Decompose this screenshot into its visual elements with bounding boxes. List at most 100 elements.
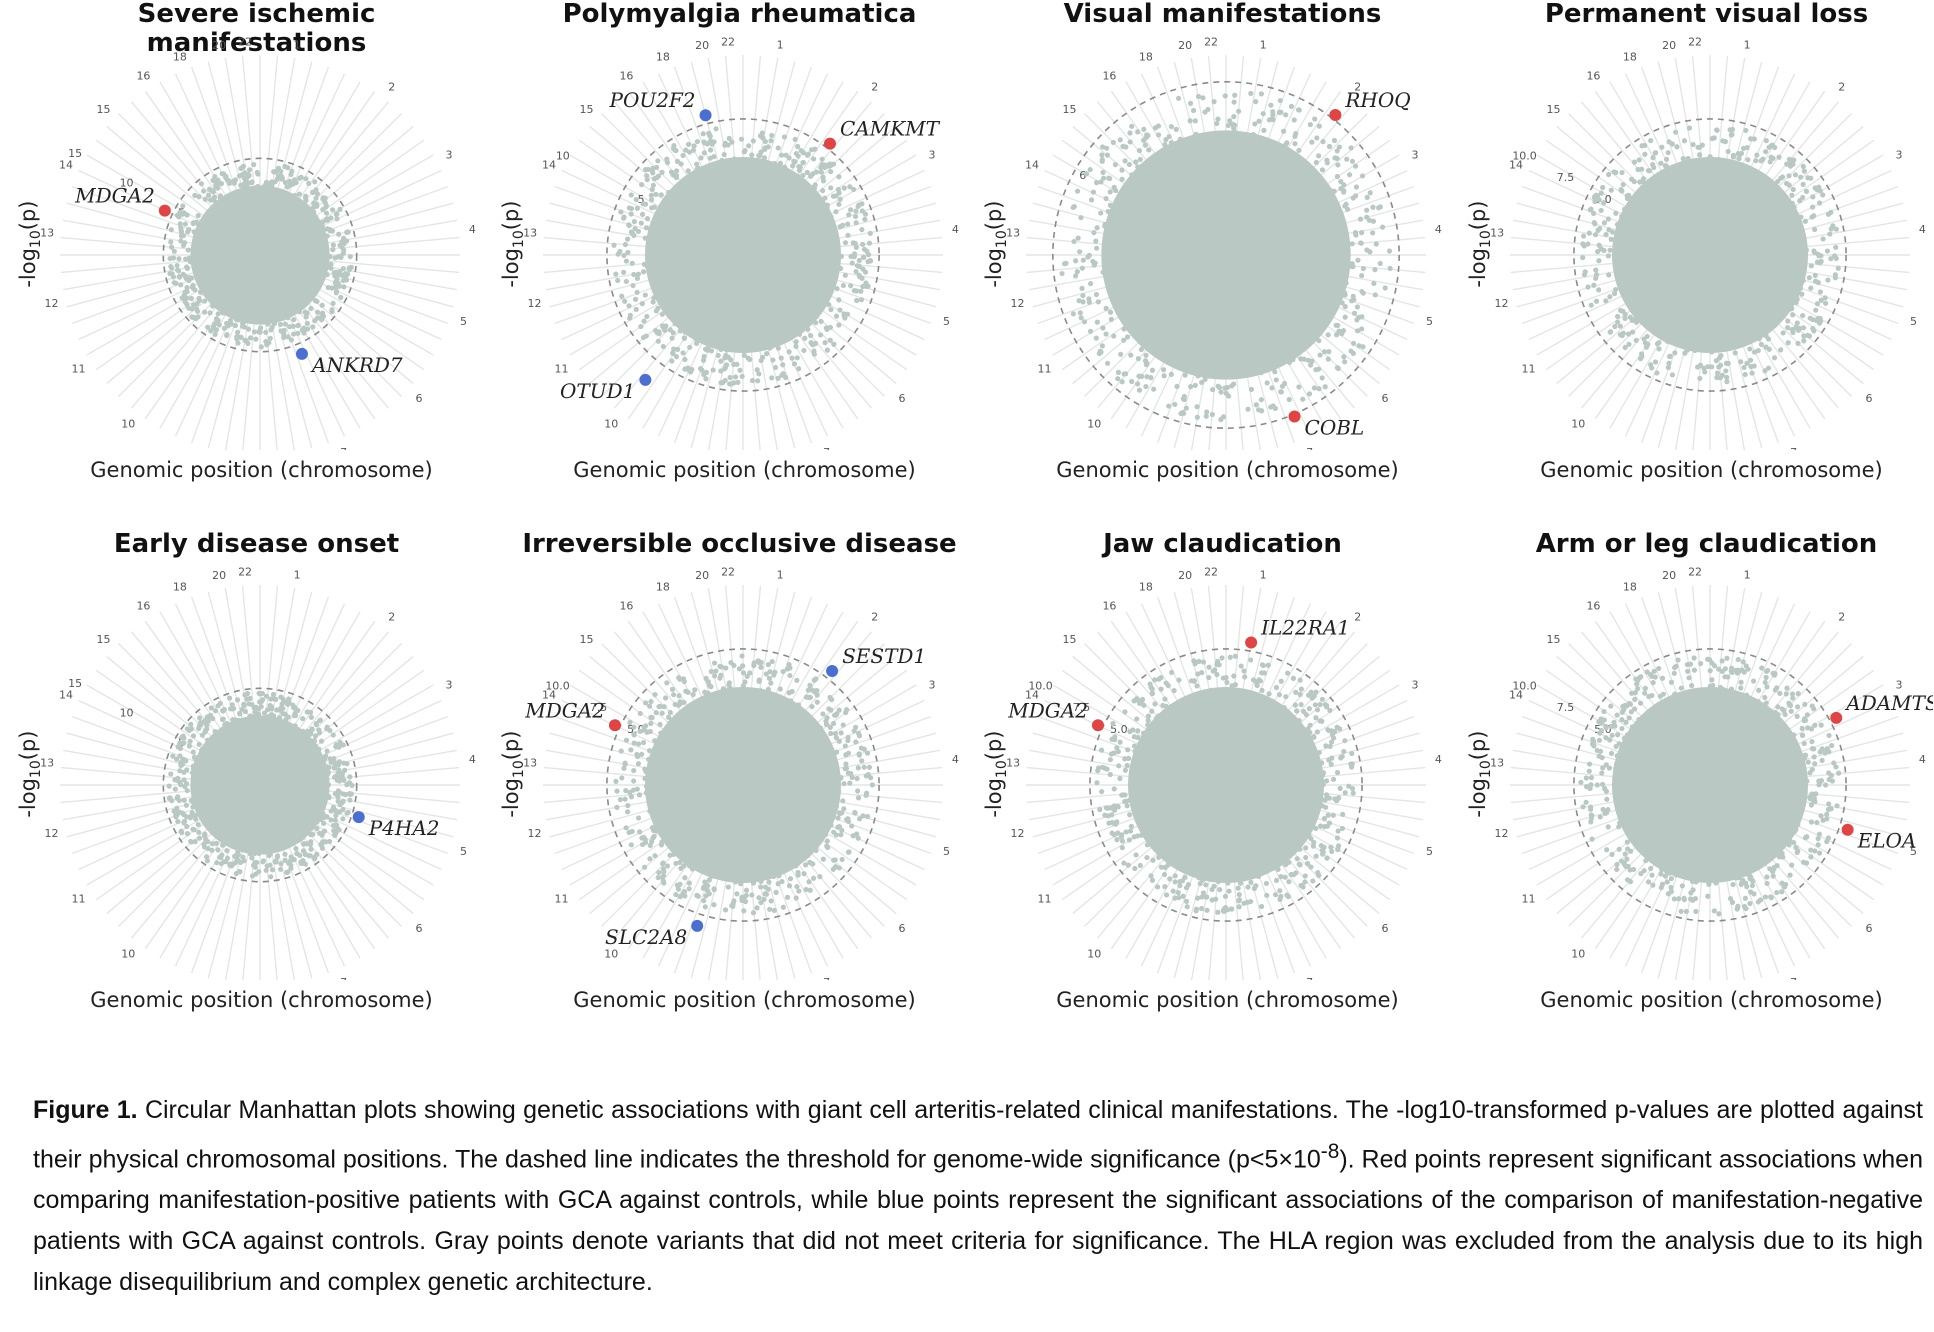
variant-point bbox=[628, 211, 634, 217]
variant-point bbox=[827, 324, 833, 330]
variant-point bbox=[863, 280, 869, 286]
variant-point bbox=[722, 377, 728, 384]
variant-point bbox=[793, 343, 799, 350]
y-label-main: -log bbox=[15, 248, 40, 288]
variant-point bbox=[1755, 348, 1761, 354]
variant-point bbox=[1580, 255, 1586, 261]
variant-point bbox=[1379, 224, 1386, 230]
manhattan-panel: Early disease onset123456789101112131415… bbox=[0, 530, 483, 1050]
variant-point bbox=[759, 130, 765, 136]
variant-point bbox=[1188, 384, 1194, 390]
variant-point bbox=[208, 705, 214, 711]
variant-point bbox=[1222, 385, 1228, 391]
variant-point bbox=[190, 220, 197, 226]
variant-point bbox=[1817, 289, 1824, 295]
variant-point bbox=[303, 176, 309, 182]
variant-point bbox=[1812, 278, 1819, 284]
variant-point bbox=[335, 798, 341, 804]
variant-point bbox=[1141, 137, 1147, 143]
variant-point bbox=[1769, 142, 1776, 148]
variant-point bbox=[1624, 193, 1630, 199]
variant-point bbox=[1309, 139, 1315, 145]
variant-point bbox=[732, 374, 739, 380]
variant-point bbox=[1627, 314, 1633, 320]
variant-point bbox=[1141, 126, 1147, 132]
variant-point bbox=[1190, 107, 1197, 114]
variant-point bbox=[644, 177, 650, 183]
variant-point bbox=[1351, 297, 1357, 303]
variant-point bbox=[327, 727, 333, 734]
variant-point bbox=[325, 217, 331, 223]
variant-point bbox=[1210, 386, 1216, 393]
variant-point bbox=[1364, 214, 1370, 220]
variant-point bbox=[1748, 364, 1754, 370]
variant-point bbox=[315, 309, 321, 315]
variant-point bbox=[706, 131, 712, 137]
variant-point bbox=[1306, 391, 1313, 397]
variant-point bbox=[177, 753, 183, 759]
variant-point bbox=[292, 705, 298, 711]
variant-point bbox=[1650, 155, 1656, 161]
variant-point bbox=[1808, 263, 1814, 269]
variant-point bbox=[670, 330, 676, 336]
variant-point bbox=[338, 254, 344, 261]
variant-point bbox=[1292, 133, 1298, 139]
variant-point bbox=[334, 288, 340, 295]
variant-point bbox=[631, 219, 637, 225]
variant-point bbox=[1077, 310, 1083, 316]
variant-point bbox=[182, 221, 188, 227]
chromosome-tick-label: 16 bbox=[619, 70, 633, 83]
variant-point bbox=[318, 317, 325, 323]
variant-point bbox=[856, 272, 862, 278]
variant-point bbox=[1100, 325, 1106, 331]
variant-point bbox=[1320, 139, 1326, 145]
variant-point bbox=[703, 376, 709, 382]
variant-point bbox=[323, 839, 329, 845]
variant-point bbox=[1830, 223, 1836, 229]
variant-point bbox=[1118, 351, 1124, 357]
variant-point bbox=[649, 197, 655, 203]
variant-point bbox=[1785, 325, 1791, 331]
variant-point bbox=[1143, 383, 1149, 390]
variant-point bbox=[336, 231, 342, 237]
chromosome-tick-label: 20 bbox=[212, 39, 226, 52]
variant-point bbox=[259, 690, 265, 697]
variant-point bbox=[176, 779, 183, 785]
variant-point bbox=[323, 753, 329, 759]
variant-point bbox=[1149, 367, 1156, 373]
variant-point bbox=[634, 275, 641, 282]
chromosome-tick-label: 3 bbox=[928, 149, 935, 162]
variant-point bbox=[1617, 307, 1624, 314]
y-label-sub: 10 bbox=[28, 230, 45, 249]
variant-point bbox=[213, 185, 219, 191]
variant-point bbox=[1090, 189, 1097, 195]
variant-point bbox=[823, 325, 829, 331]
variant-point bbox=[310, 324, 316, 330]
variant-point bbox=[822, 340, 828, 346]
variant-point bbox=[1371, 280, 1377, 287]
variant-point bbox=[1612, 286, 1619, 293]
y-label-end: (p) bbox=[498, 200, 523, 231]
variant-point bbox=[340, 272, 346, 279]
variant-point bbox=[1222, 93, 1228, 99]
variant-point bbox=[325, 284, 331, 291]
variant-point bbox=[628, 192, 634, 198]
variant-point bbox=[1779, 174, 1786, 180]
variant-point bbox=[1598, 207, 1604, 214]
variant-point bbox=[1762, 368, 1768, 374]
variant-point bbox=[1802, 218, 1809, 224]
variant-point bbox=[650, 165, 656, 172]
variant-point bbox=[742, 148, 748, 154]
variant-point bbox=[1078, 215, 1084, 221]
variant-point bbox=[171, 280, 177, 286]
variant-point bbox=[1352, 163, 1359, 169]
variant-point bbox=[1360, 344, 1366, 350]
variant-point bbox=[1319, 375, 1325, 381]
significant-point bbox=[823, 137, 836, 150]
radial-tick-label: 15 bbox=[68, 147, 82, 160]
variant-point bbox=[1325, 356, 1331, 362]
manhattan-panel: Visual manifestations1234567891011121314… bbox=[966, 0, 1449, 520]
chromosome-tick-label: 18 bbox=[1139, 51, 1153, 64]
variant-point bbox=[188, 838, 194, 845]
variant-point bbox=[1827, 231, 1833, 237]
